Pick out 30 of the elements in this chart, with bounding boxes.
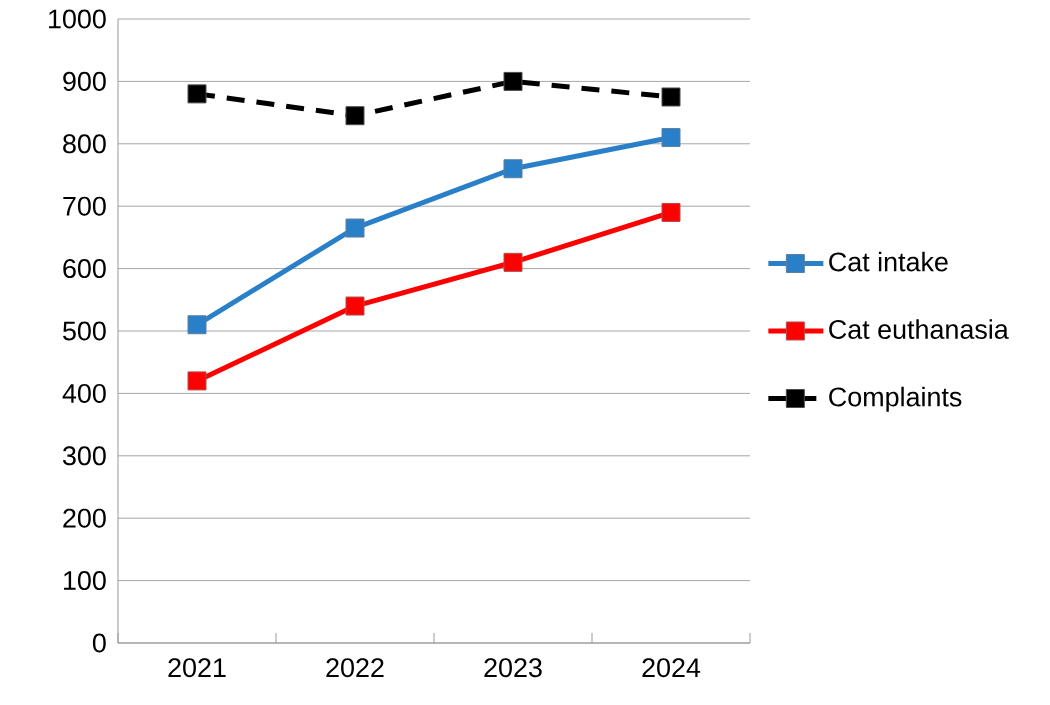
x-tick-label: 2023 — [484, 658, 542, 678]
point — [345, 218, 365, 238]
point — [187, 84, 207, 104]
y-tick-label: 600 — [63, 259, 106, 279]
y-tick-label: 0 — [92, 633, 106, 653]
point — [503, 71, 523, 91]
point — [187, 315, 207, 335]
point — [503, 159, 523, 179]
x-tick-label: 2021 — [168, 658, 226, 678]
point — [503, 252, 523, 272]
legend-label: Complaints — [829, 386, 962, 412]
point — [661, 128, 681, 148]
y-tick-label: 100 — [64, 571, 106, 591]
y-tick-label: 400 — [62, 383, 106, 403]
point — [345, 106, 365, 126]
y-tick-label: 200 — [63, 508, 106, 528]
x-tick-label: 2024 — [642, 658, 701, 678]
legend-label: Cat euthanasia — [829, 319, 1009, 339]
y-tick-label: 700 — [63, 196, 106, 216]
x-tick-label: 2022 — [326, 658, 384, 678]
point — [661, 87, 681, 107]
y-tick-label: 300 — [62, 446, 106, 466]
y-tick-label: 900 — [63, 71, 106, 91]
legend-label: Cat intake — [829, 251, 948, 272]
point — [661, 202, 681, 222]
point — [345, 296, 365, 316]
point — [187, 371, 207, 391]
y-tick-label: 1000 — [49, 9, 106, 29]
y-tick-label: 800 — [63, 134, 106, 154]
y-tick-label: 500 — [63, 321, 106, 341]
